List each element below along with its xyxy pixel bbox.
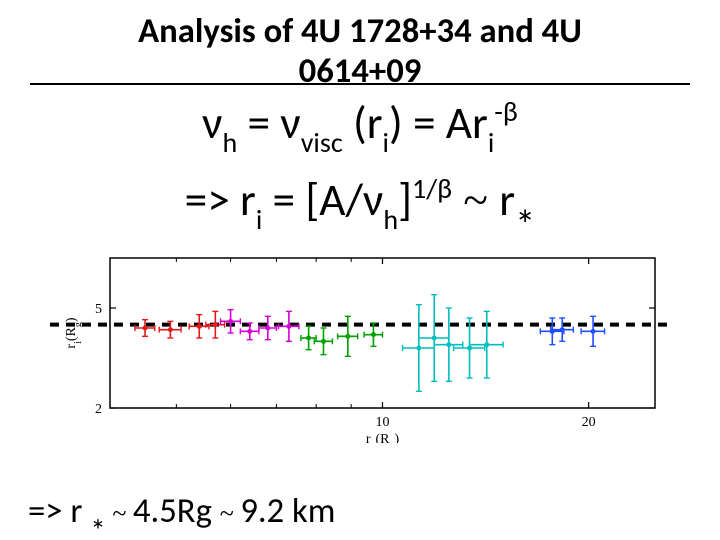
res-r: r [70,490,90,532]
eq2-arrow: => [185,173,240,228]
res-val2: 9.2 km [240,490,335,532]
eq2-tilde: ~ [452,175,499,225]
title-line2: 0614+09 [299,50,422,92]
equation-2: => ri = [A/νh]1/β ~ r* [0,172,720,236]
eq1-sub-h: h [223,125,238,160]
eq2-r: r [240,173,256,228]
svg-text:ri(Rg): ri(Rg) [64,317,84,348]
svg-text:2: 2 [95,402,102,417]
res-val1: 4.5Rg [133,490,220,532]
eq1-close: ) = [389,96,446,151]
eq1-Ar: Ar [446,96,488,151]
page-title: Analysis of 4U 1728+34 and 4U 0614+09 [60,12,660,92]
eq1-sub-i: i [383,125,389,160]
result-equation: => r * ~ 4.5Rg ~ 9.2 km [28,490,335,539]
svg-text:ro(Rg): ro(Rg) [366,432,400,443]
eq2-sup: 1/β [412,171,452,206]
eq1-nu2: ν [280,96,300,151]
eq2-close: ] [398,173,412,228]
eq2-eq: = [A/ν [262,173,383,228]
eq1-sub-i2: i [488,125,494,160]
svg-text:20: 20 [582,415,596,430]
eq1-eq: = [237,96,280,151]
res-star: * [90,512,106,540]
res-arrow: => [28,490,70,532]
eq2-sub-i: i [256,202,262,237]
eq1-sup-negbeta: -β [494,94,518,129]
eq2-star: * [515,200,535,250]
res-tilde1: ~ [106,499,133,528]
equation-1: νh = νvisc (ri) = Ari-β [0,95,720,156]
svg-text:5: 5 [95,302,102,317]
title-underline [30,83,690,85]
scatter-chart: 10 20 2 5 ri(Rg) ro(Rg) [50,248,670,443]
title-line1: Analysis of 4U 1728+34 and 4U [138,10,582,52]
res-tilde2: ~ [220,499,241,528]
eq1-nu: ν [202,96,222,151]
eq2-sub-h: h [383,202,398,237]
chart-container: 10 20 2 5 ri(Rg) ro(Rg) [50,248,670,443]
eq2-r2: r [499,173,515,228]
svg-text:10: 10 [376,415,390,430]
eq1-sub-visc: visc [301,125,343,160]
eq1-open: (r [343,96,383,151]
